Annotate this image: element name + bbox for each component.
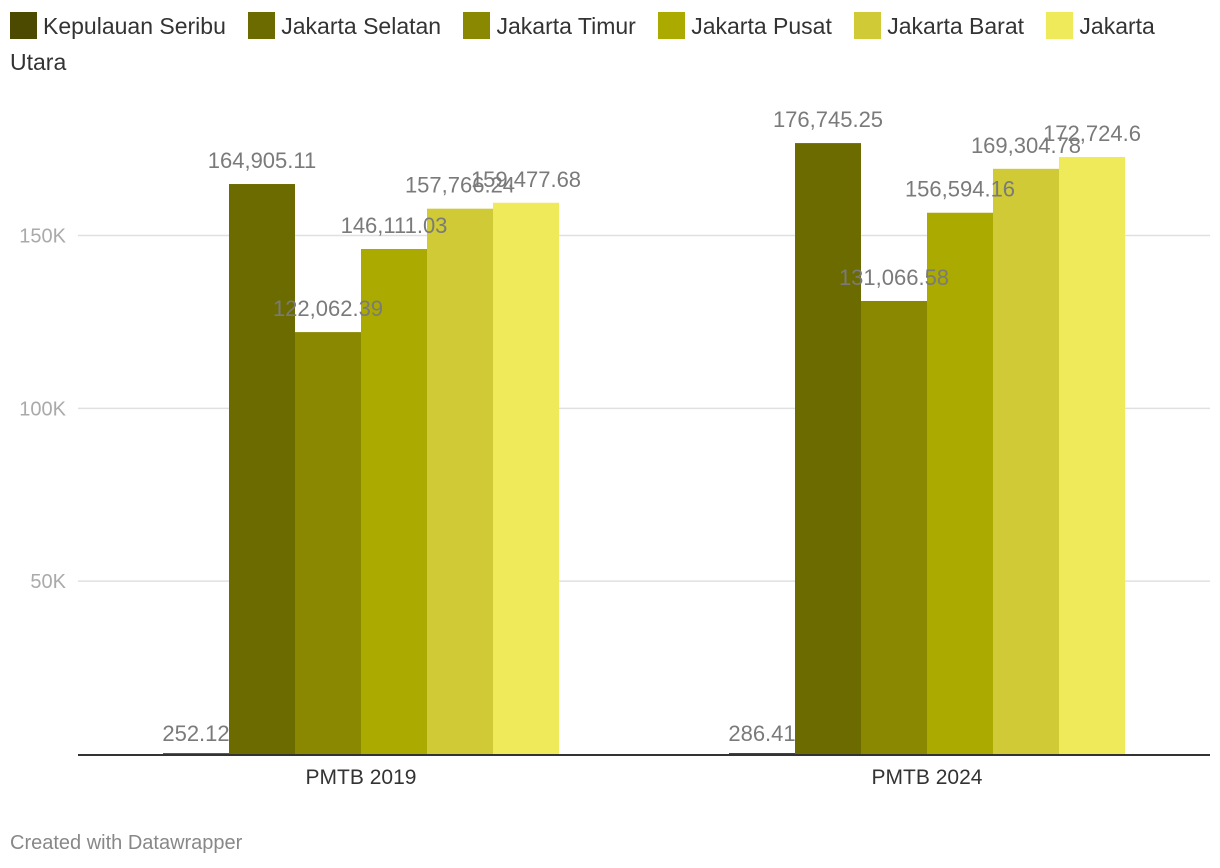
bar bbox=[993, 168, 1059, 754]
x-category-label: PMTB 2019 bbox=[306, 766, 417, 789]
legend-swatch bbox=[1046, 12, 1074, 39]
data-label: 169,304.78 bbox=[971, 133, 1081, 158]
legend-item: Kepulauan Seribu bbox=[10, 12, 226, 39]
legend-item: Jakarta Barat bbox=[854, 12, 1025, 39]
bar bbox=[163, 753, 229, 754]
data-label: 157,766.24 bbox=[405, 173, 515, 198]
data-label: 286.41 bbox=[728, 721, 795, 746]
bar bbox=[861, 300, 927, 754]
legend-swatch bbox=[463, 12, 491, 39]
legend-item: Jakarta Selatan bbox=[248, 12, 442, 39]
legend-label: Kepulauan Seribu bbox=[43, 13, 226, 39]
legend-swatch bbox=[248, 12, 276, 39]
legend-label: Jakarta Pusat bbox=[691, 13, 832, 39]
bar bbox=[795, 143, 861, 755]
data-label: 159,477.68 bbox=[471, 167, 581, 192]
bar bbox=[1059, 156, 1125, 754]
data-label: 146,111.03 bbox=[341, 213, 448, 238]
data-label: 122,062.39 bbox=[273, 296, 383, 321]
legend-label: Jakarta Timur bbox=[496, 13, 636, 39]
legend-item: Jakarta Utara bbox=[10, 12, 1155, 75]
y-tick-label: 50K bbox=[30, 571, 66, 593]
legend-item: Jakarta Pusat bbox=[658, 12, 832, 39]
bar bbox=[229, 184, 295, 755]
data-label: 131,066.58 bbox=[839, 265, 949, 290]
legend-label: Jakarta Selatan bbox=[281, 13, 442, 39]
bar bbox=[361, 248, 427, 754]
data-label: 176,745.25 bbox=[773, 107, 883, 132]
legend-label: Jakarta Utara bbox=[10, 13, 1155, 75]
footer-credit: Created with Datawrapper bbox=[10, 832, 243, 854]
legend-label: Jakarta Barat bbox=[887, 13, 1025, 39]
legend-swatch bbox=[854, 12, 882, 39]
x-category-label: PMTB 2024 bbox=[872, 766, 983, 789]
legend-item: Jakarta Timur bbox=[463, 12, 636, 39]
y-tick-label: 150K bbox=[19, 226, 66, 248]
legend: Kepulauan Seribu Jakarta Selatan Jakarta… bbox=[10, 8, 1210, 80]
data-label: 172,724.6 bbox=[1043, 121, 1141, 146]
data-label: 164,905.11 bbox=[208, 148, 316, 173]
bar bbox=[927, 212, 993, 754]
legend-swatch bbox=[658, 12, 686, 39]
y-tick-label: 100K bbox=[19, 398, 66, 420]
bar bbox=[427, 208, 493, 755]
data-label: 252.12 bbox=[162, 721, 229, 746]
data-label: 156,594.16 bbox=[905, 177, 1015, 202]
legend-swatch bbox=[10, 12, 37, 39]
bar bbox=[729, 753, 795, 754]
bar bbox=[493, 202, 559, 754]
bar bbox=[295, 332, 361, 754]
